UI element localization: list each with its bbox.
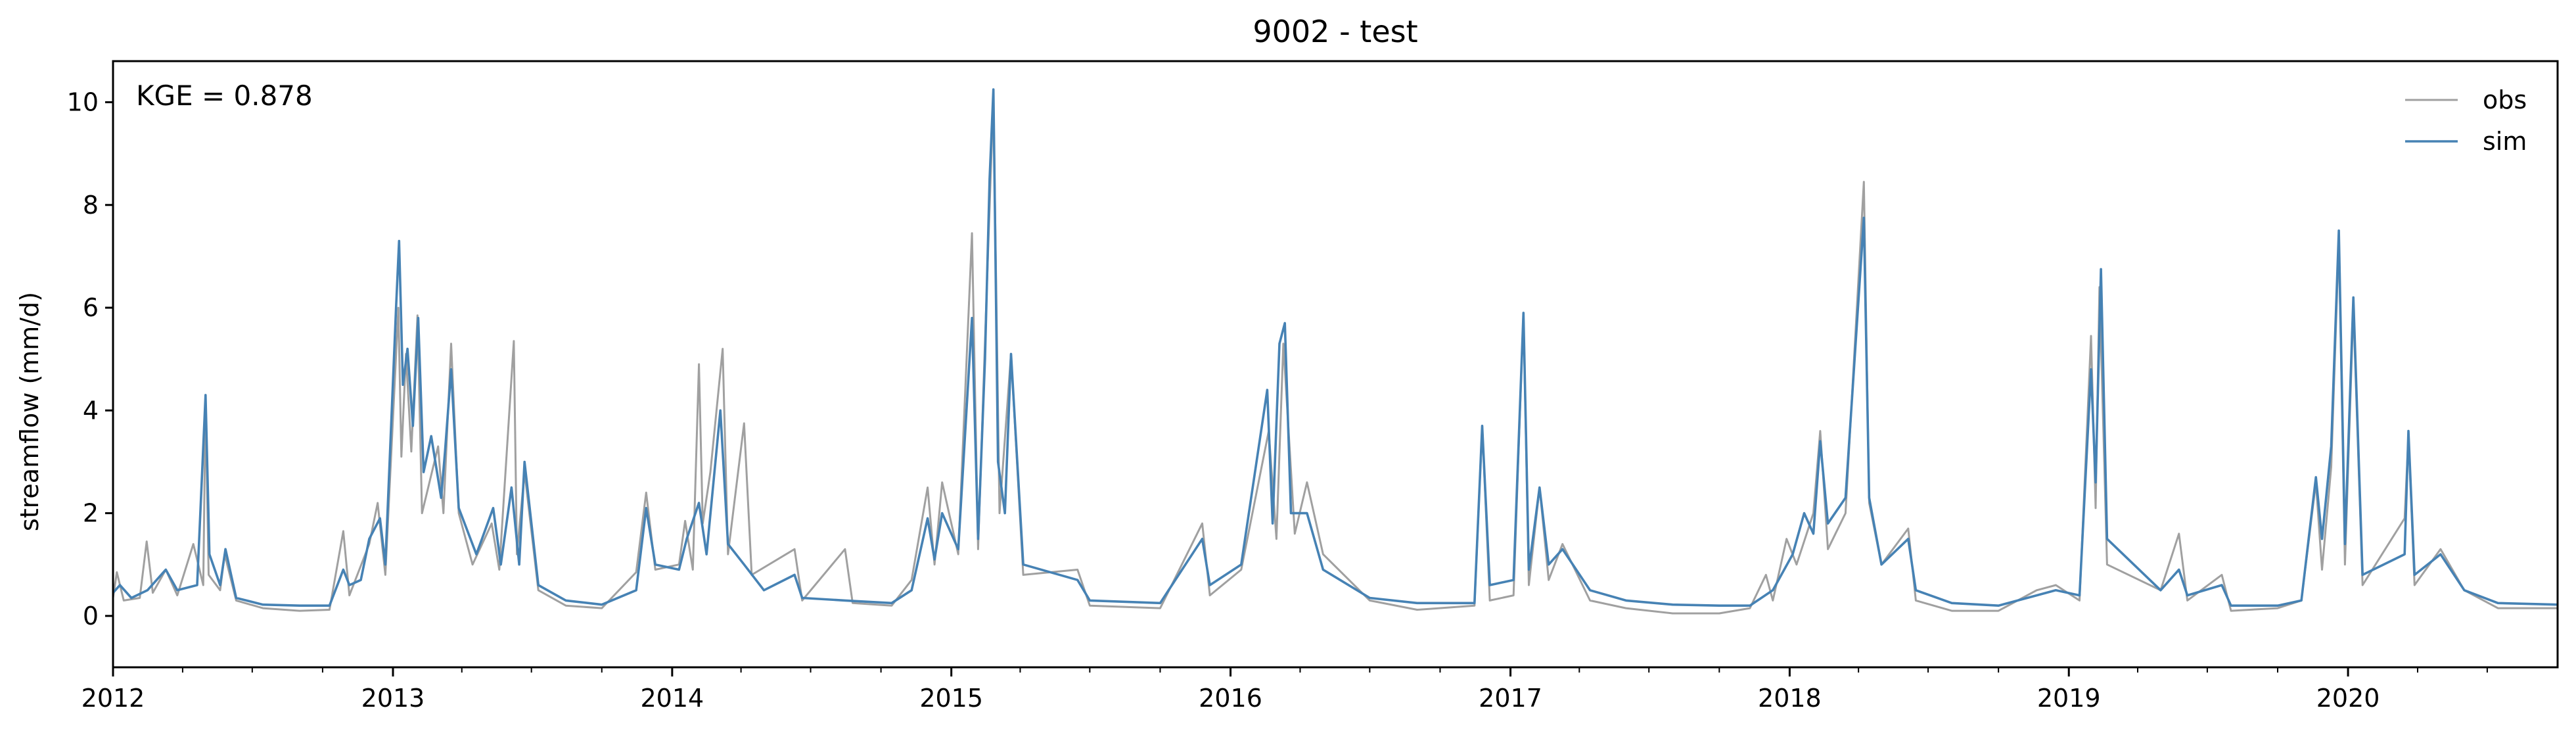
x-tick-label: 2015 xyxy=(919,684,983,713)
x-tick-label: 2013 xyxy=(361,684,425,713)
axis-ticks: 0 2 4 6 8 10 2012 2013 2014 2015 2016 2017 2018 2019 2… xyxy=(67,88,2488,713)
legend: obs sim xyxy=(2405,85,2527,156)
legend-label-sim: sim xyxy=(2483,127,2527,156)
y-axis-label: streamflow (mm/d) xyxy=(15,292,44,531)
plot-area xyxy=(112,88,2558,615)
y-tick-label: 10 xyxy=(67,88,99,117)
chart-title: 9002 - test xyxy=(1253,14,1417,49)
plot-frame xyxy=(112,60,2559,669)
x-tick-label: 2014 xyxy=(640,684,704,713)
x-tick-label: 2016 xyxy=(1199,684,1262,713)
legend-label-obs: obs xyxy=(2483,85,2527,114)
y-tick-label: 8 xyxy=(83,191,99,220)
y-tick-label: 2 xyxy=(83,499,99,528)
y-tick-label: 6 xyxy=(83,293,99,322)
y-tick-label: 0 xyxy=(83,602,99,630)
x-tick-label: 2020 xyxy=(2316,684,2380,713)
y-tick-label: 4 xyxy=(83,396,99,425)
x-tick-label: 2017 xyxy=(1479,684,1542,713)
x-tick-label: 2012 xyxy=(81,684,145,713)
series-line-sim xyxy=(112,88,2558,607)
x-tick-label: 2019 xyxy=(2037,684,2101,713)
x-tick-label: 2018 xyxy=(1758,684,1822,713)
kge-annotation: KGE = 0.878 xyxy=(136,80,313,112)
